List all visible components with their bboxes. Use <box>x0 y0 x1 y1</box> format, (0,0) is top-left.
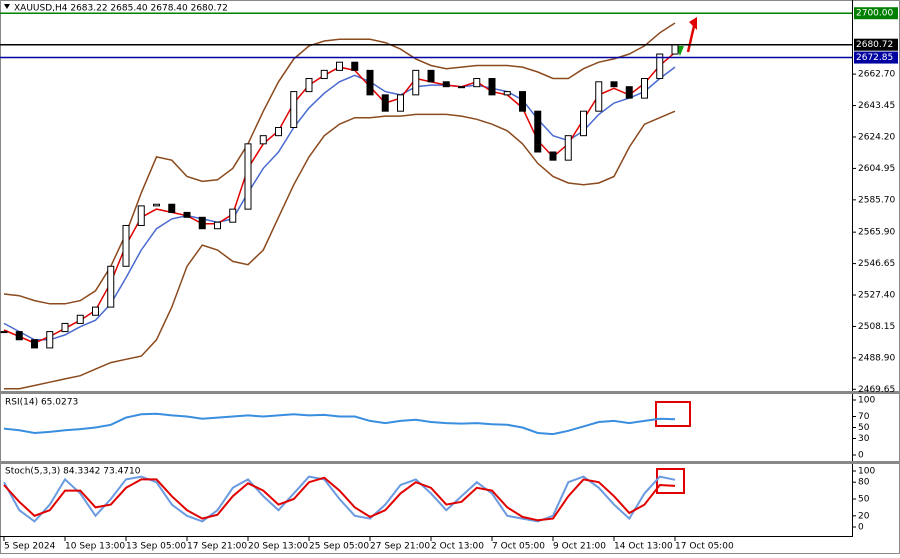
candle-body <box>46 331 54 349</box>
candle-body <box>458 86 465 89</box>
candle-body <box>351 61 359 71</box>
x-tick-label: 25 Sep 05:00 <box>309 542 369 552</box>
candle-body <box>641 78 648 99</box>
candle-body <box>229 208 237 223</box>
y-tick-label: 2643.45 <box>858 101 895 111</box>
x-tick-label: 17 Oct 05:00 <box>675 542 734 552</box>
y-tick-label: 2604.95 <box>858 164 895 174</box>
x-tick-label: 14 Oct 13:00 <box>614 542 673 552</box>
y-tick-label: 2585.70 <box>858 195 895 205</box>
level-label-bg <box>854 7 898 20</box>
x-tick-label: 5 Sep 2024 <box>4 542 56 552</box>
level-label: 2700.00 <box>856 9 893 19</box>
overlay-line <box>4 110 676 390</box>
y-tick-label: 100 <box>858 467 875 477</box>
up-arrow <box>686 25 696 53</box>
candle-body <box>259 135 267 145</box>
candle-body <box>397 94 404 112</box>
overlay-line <box>3 22 676 305</box>
y-tick-label: 80 <box>858 478 870 488</box>
y-tick-label: 2624.20 <box>858 132 895 142</box>
indicator-line <box>3 412 676 436</box>
y-tick-label: 30 <box>858 434 870 444</box>
x-tick-label: 10 Sep 13:00 <box>65 542 125 552</box>
x-tick-label: 27 Sep 21:00 <box>370 542 430 552</box>
y-tick-label: 2469.65 <box>858 385 895 395</box>
y-tick-label: 2508.15 <box>858 322 895 332</box>
y-tick-label: 50 <box>858 495 870 505</box>
y-tick-label: 2546.65 <box>858 259 895 269</box>
x-tick-label: 7 Oct 05:00 <box>492 542 545 552</box>
y-tick-label: 70 <box>858 412 870 422</box>
x-tick-label: 9 Oct 21:00 <box>553 542 606 552</box>
indicator-line <box>3 476 676 522</box>
candle-body <box>15 331 23 341</box>
chart-title: XAUUSD,H4 2683.22 2685.40 2678.40 2680.7… <box>14 4 228 14</box>
x-tick-label: 20 Sep 13:00 <box>248 542 308 552</box>
candle-body <box>137 205 145 226</box>
y-tick-label: 0 <box>858 523 864 533</box>
candle-body <box>31 339 38 349</box>
y-tick-label: 50 <box>858 423 870 433</box>
candle-body <box>290 91 298 129</box>
candle-body <box>442 81 450 88</box>
level-label: 2680.72 <box>856 40 893 50</box>
candle-body <box>320 69 328 80</box>
candle-body <box>381 94 389 112</box>
candle-body <box>92 306 99 316</box>
candle-body <box>61 322 69 333</box>
candle-body <box>168 203 176 213</box>
candle-body <box>473 78 481 88</box>
candle-body <box>244 143 252 210</box>
title-marker <box>4 4 10 9</box>
y-tick-label: 0 <box>858 451 864 461</box>
candle-body <box>564 135 572 161</box>
candle-body <box>107 265 115 308</box>
up-arrow-head <box>689 17 697 30</box>
candle-body <box>534 110 542 153</box>
candle-body <box>198 216 206 230</box>
candle-body <box>366 69 374 96</box>
candle-body <box>183 211 191 218</box>
candle-body <box>336 61 343 71</box>
y-tick-label: 2565.90 <box>858 228 895 238</box>
candle-body <box>275 127 282 137</box>
level-label-bg <box>854 51 898 64</box>
overlay-line <box>3 66 676 341</box>
level-label-bg <box>854 38 898 51</box>
candle-body <box>549 151 557 161</box>
candle-body <box>153 203 160 207</box>
candle-body <box>412 69 420 96</box>
candle-body <box>488 78 496 96</box>
candle-body <box>519 91 526 112</box>
indicator-line <box>3 475 676 523</box>
y-tick-label: 2488.90 <box>858 353 895 363</box>
candle-body <box>503 91 511 96</box>
candle-body <box>625 86 633 99</box>
y-tick-label: 2662.70 <box>858 70 895 80</box>
stoch-title: Stoch(5,3,3) 84.3342 73.4710 <box>5 467 141 477</box>
candle-body <box>122 224 130 267</box>
candle-body <box>671 44 679 55</box>
y-tick-label: 20 <box>858 511 870 521</box>
y-tick-label: 100 <box>858 396 875 406</box>
candle-body <box>427 69 435 83</box>
candle-body <box>595 81 603 112</box>
candle-body <box>214 221 221 230</box>
y-tick-label: 2527.40 <box>858 291 895 301</box>
candle-body <box>610 81 618 88</box>
rsi-highlight-box <box>655 401 691 427</box>
x-tick-label: 17 Sep 21:00 <box>187 542 247 552</box>
rsi-title: RSI(14) 65.0273 <box>5 398 78 408</box>
candle-body <box>0 331 8 334</box>
x-tick-label: 13 Sep 05:00 <box>126 542 186 552</box>
candle-body <box>580 110 587 137</box>
x-tick-label: 2 Oct 13:00 <box>431 542 484 552</box>
candle-body <box>76 314 84 324</box>
candle-body <box>656 53 664 80</box>
candle-body <box>305 78 313 93</box>
level-label: 2672.85 <box>856 53 893 63</box>
